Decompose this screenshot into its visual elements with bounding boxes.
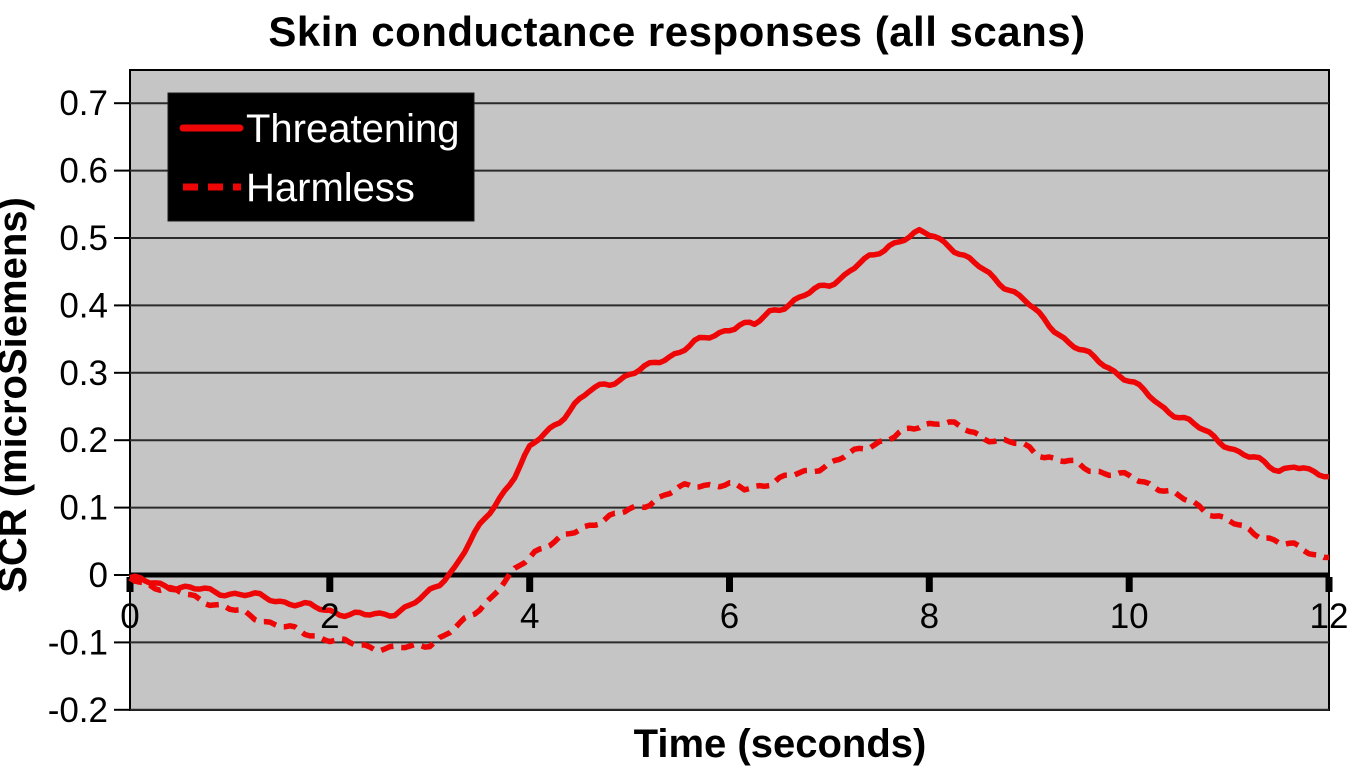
y-tick-label: 0.6 — [59, 152, 108, 191]
x-axis-title: Time (seconds) — [634, 722, 927, 766]
legend-label-threatening: Threatening — [246, 107, 459, 151]
chart-title: Skin conductance responses (all scans) — [268, 8, 1085, 55]
y-tick-labels: 0.7 0.6 0.5 0.4 0.3 0.2 0.1 0 -0.1 -0.2 — [48, 84, 108, 730]
y-tick-label: 0.3 — [59, 354, 108, 393]
series-threatening-line — [129, 226, 1330, 620]
x-tick-labels: 0 2 4 6 8 10 12 — [120, 597, 1348, 636]
y-tick-label: 0.2 — [59, 421, 108, 460]
y-tick-label: -0.1 — [48, 623, 108, 662]
legend-label-harmless: Harmless — [246, 166, 415, 210]
y-tick-label: 0.4 — [59, 286, 108, 325]
legend: Threatening Harmless — [167, 92, 475, 222]
legend-box — [167, 92, 475, 222]
y-tick-label: 0 — [89, 556, 108, 595]
x-tick-label: 6 — [720, 597, 739, 636]
x-tick-label: 4 — [520, 597, 539, 636]
y-tick-label: 0.1 — [59, 489, 108, 528]
y-tick-label: 0.7 — [59, 84, 108, 123]
series-harmless-line — [128, 419, 1330, 654]
series-lines — [128, 226, 1330, 654]
x-tick-label: 10 — [1110, 597, 1149, 636]
x-tick-label: 8 — [920, 597, 939, 636]
x-tick-label: 12 — [1310, 597, 1349, 636]
x-tick-label: 0 — [120, 597, 139, 636]
y-axis-ticks — [114, 102, 130, 711]
x-tick-label: 2 — [320, 597, 339, 636]
y-tick-label: -0.2 — [48, 691, 108, 730]
y-axis-title: SCR (microSiemens) — [0, 197, 35, 593]
y-tick-label: 0.5 — [59, 219, 108, 258]
